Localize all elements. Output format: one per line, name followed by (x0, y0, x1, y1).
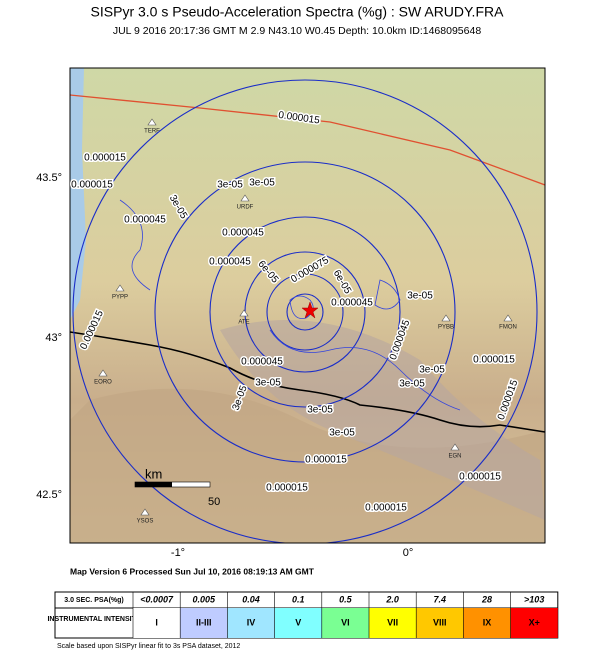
psa-value: 28 (481, 594, 492, 604)
contour (286, 293, 324, 331)
intensity-value: IX (483, 617, 492, 627)
contour-label: 0.000045 (331, 298, 373, 309)
station-marker (147, 118, 157, 126)
intensity-header: INSTRUMENTAL INTENSITY (47, 616, 140, 623)
intensity-value: VIII (433, 617, 447, 627)
contour (266, 273, 344, 351)
contour (209, 216, 401, 408)
legend: 3.0 SEC. PSA(%g) INSTRUMENTAL INTENSITY <0… (47, 591, 559, 639)
intensity-value: VII (387, 617, 398, 627)
processed: Map Version 6 Processed Sun Jul 10, 2016… (70, 566, 315, 576)
psa-value: 0.1 (292, 594, 305, 604)
contour-label: 0.000015 (459, 472, 501, 483)
contour-label: 3e-05 (307, 405, 333, 416)
station-marker (240, 194, 250, 202)
station-marker (441, 314, 451, 322)
lat-label: 42.5° (36, 489, 62, 501)
intensity-value: IV (247, 617, 256, 627)
contour-label: 0.000015 (71, 180, 113, 191)
contour-label: 3e-05 (329, 428, 355, 439)
psa-value: 0.04 (242, 594, 260, 604)
contour-label: 0.000015 (473, 355, 515, 366)
station-marker (239, 309, 249, 317)
station-marker (98, 369, 108, 377)
contour-label: 0.000045 (222, 228, 264, 239)
station-label: TERF (144, 129, 160, 135)
contour-label: 0.000015 (365, 503, 407, 514)
intensity-swatch (133, 608, 181, 638)
contour-label: 3e-05 (399, 379, 425, 390)
psa-value: >103 (524, 594, 544, 604)
subtitle: JUL 9 2016 20:17:36 GMT M 2.9 N43.10 W0.… (113, 25, 481, 37)
lat-label: 43° (45, 332, 62, 344)
contour-label: 3e-05 (407, 291, 433, 302)
station-label: EORO (94, 380, 112, 386)
lon-label: -1° (171, 547, 185, 559)
lat-label: 43.5° (36, 172, 62, 184)
contour-label: 0.000045 (124, 215, 166, 226)
psa-value: <0.0007 (140, 594, 174, 604)
station-label: EGN (448, 454, 461, 460)
station-label: PYBB (438, 325, 454, 331)
contour-label: 0.000015 (84, 153, 126, 164)
contour (72, 79, 538, 543)
psa-value: 0.5 (339, 594, 353, 604)
contour-label: 0.000045 (241, 357, 283, 368)
contour-label: 0.000015 (305, 455, 347, 466)
intensity-swatch (321, 608, 369, 638)
note: Scale based upon SISPyr linear fit to 3s… (57, 643, 240, 650)
intensity-value: VI (341, 617, 350, 627)
intensity-swatch (416, 608, 464, 638)
intensity-swatch (369, 608, 417, 638)
station-marker (115, 284, 125, 292)
station-label: ATE (238, 320, 249, 326)
contour-label: 3e-05 (419, 365, 445, 376)
contour-label: 0.000015 (266, 483, 308, 494)
intensity-value: V (295, 617, 301, 627)
contour-label: 3e-05 (249, 178, 275, 189)
psa-value: 2.0 (385, 594, 399, 604)
intensity-swatch (274, 608, 322, 638)
intensity-value: X+ (529, 617, 540, 627)
map-area (70, 68, 545, 543)
intensity-value: II-III (196, 617, 212, 627)
station-marker (450, 443, 460, 451)
contour-label: 0.000045 (209, 257, 251, 268)
intensity-swatch (180, 608, 228, 638)
station-label: PYPP (112, 295, 128, 301)
station-label: YSOS (137, 519, 154, 525)
lon-label: 0° (403, 547, 414, 559)
psa-value: 7.4 (434, 594, 447, 604)
contour-label: 3e-05 (217, 180, 243, 191)
intensity-swatch (463, 608, 511, 638)
contour-label: 3e-05 (255, 378, 281, 389)
scale-value: 50 (208, 496, 220, 508)
station-marker (503, 314, 513, 322)
intensity-swatch (227, 608, 275, 638)
intensity-swatch (510, 608, 558, 638)
intensity-value: I (155, 617, 158, 627)
contour (154, 161, 456, 463)
psa-value: 0.005 (193, 594, 217, 604)
station-label: URDF (237, 205, 254, 211)
station-marker (140, 508, 150, 516)
scale-unit: km (145, 466, 162, 481)
psa-header: 3.0 SEC. PSA(%g) (64, 597, 124, 604)
title: SISPyr 3.0 s Pseudo-Acceleration Spectra… (91, 4, 505, 20)
station-label: FMON (499, 325, 517, 331)
